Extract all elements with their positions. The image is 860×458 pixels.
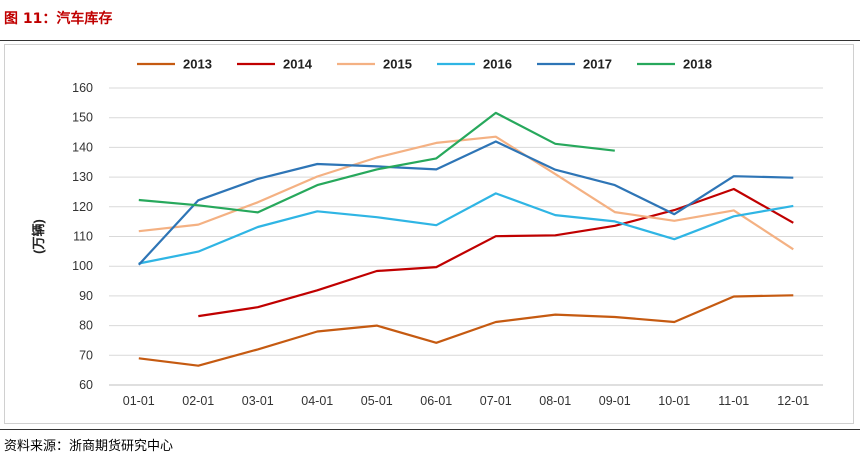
chart-legend: 2013 2014 2015 2016 2017 2018 xyxy=(137,57,712,72)
x-tick-label: 01-01 xyxy=(123,394,155,408)
series-line-2015 xyxy=(138,135,794,251)
figure-title: 图 11：汽车库存 xyxy=(4,11,113,27)
x-tick-label: 11-01 xyxy=(718,394,749,408)
line-chart: 2013 2014 2015 2016 2017 2018 60 70 80 90 100 110 1… xyxy=(31,57,823,408)
y-tick-label: 100 xyxy=(72,259,93,273)
x-tick-label: 08-01 xyxy=(539,394,571,408)
legend-label: 2015 xyxy=(383,57,412,72)
x-tick-label: 07-01 xyxy=(480,394,512,408)
y-axis-label: (万辆) xyxy=(31,219,46,254)
series-line-2013 xyxy=(138,294,794,367)
x-tick-label: 06-01 xyxy=(420,394,452,408)
x-axis-ticks: 01-01 02-01 03-01 04-01 05-01 06-01 07-01 08-01… xyxy=(123,394,810,408)
y-tick-label: 90 xyxy=(79,289,93,303)
y-tick-label: 110 xyxy=(73,230,93,244)
x-tick-label: 10-01 xyxy=(658,394,690,408)
y-tick-label: 70 xyxy=(79,348,93,362)
y-tick-label: 60 xyxy=(79,378,93,392)
y-tick-label: 80 xyxy=(79,319,93,333)
series-line-2016 xyxy=(138,192,794,265)
legend-label: 2014 xyxy=(283,57,313,72)
y-tick-label: 160 xyxy=(72,81,93,95)
y-tick-label: 130 xyxy=(72,170,93,184)
legend-label: 2018 xyxy=(683,57,712,72)
x-tick-label: 09-01 xyxy=(599,394,631,408)
legend-label: 2013 xyxy=(183,57,212,72)
legend-label: 2017 xyxy=(583,57,612,72)
y-axis-ticks: 60 70 80 90 100 110 120 130 140 150 160 xyxy=(72,81,93,392)
series-line-2017 xyxy=(137,140,794,266)
source-note: 资料来源：浙商期货研究中心 xyxy=(4,439,174,454)
x-tick-label: 02-01 xyxy=(182,394,214,408)
y-tick-label: 120 xyxy=(72,200,93,214)
series-line-2018 xyxy=(138,111,615,214)
x-tick-label: 03-01 xyxy=(242,394,274,408)
legend-label: 2016 xyxy=(483,57,512,72)
y-tick-label: 150 xyxy=(72,111,93,125)
source-rule xyxy=(0,429,860,430)
x-tick-label: 12-01 xyxy=(777,394,809,408)
series-line-2014 xyxy=(198,187,794,318)
x-tick-label: 04-01 xyxy=(301,394,333,408)
chart-series xyxy=(137,111,794,367)
chart-gridlines xyxy=(109,87,823,386)
title-rule xyxy=(0,40,860,41)
x-tick-label: 05-01 xyxy=(361,394,393,408)
chart-frame: 2013 2014 2015 2016 2017 2018 60 70 80 90 100 110 1… xyxy=(4,44,854,424)
y-tick-label: 140 xyxy=(72,140,93,154)
